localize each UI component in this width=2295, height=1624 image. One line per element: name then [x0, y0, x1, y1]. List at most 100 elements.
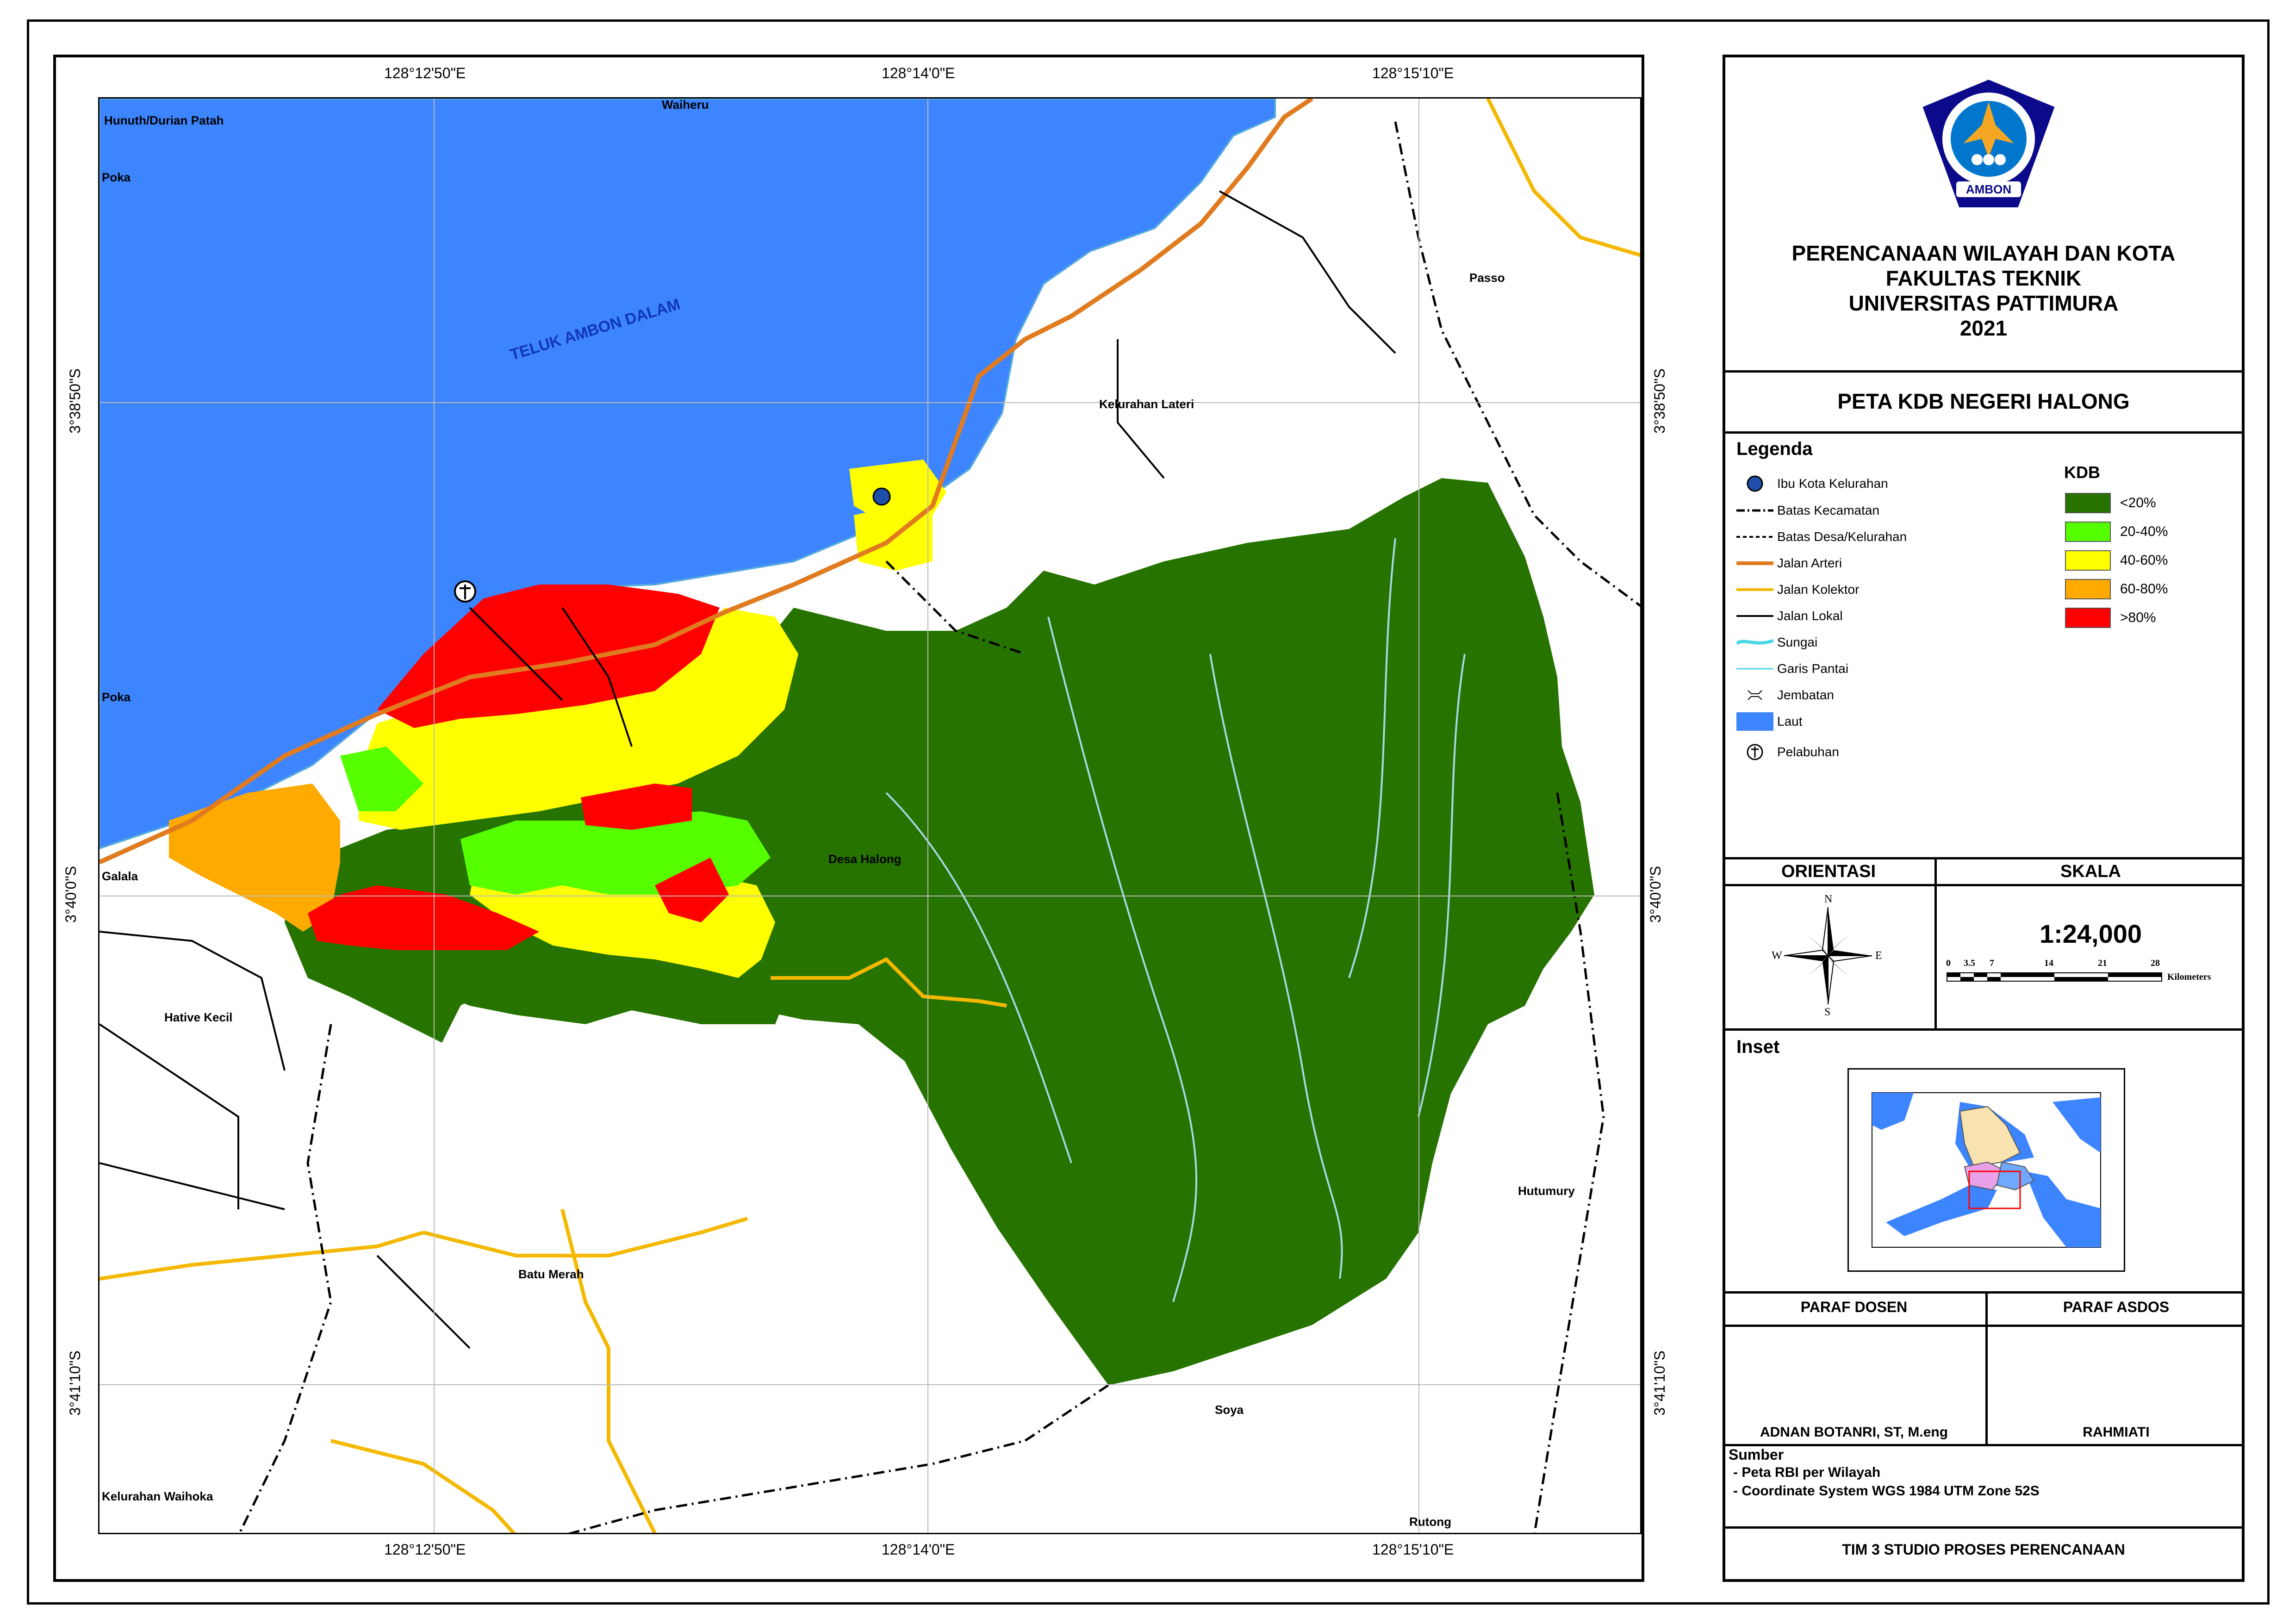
legend-batas-kecamatan: Batas Kecamatan [1777, 503, 1880, 517]
legend-jembatan: Jembatan [1777, 688, 1834, 702]
paraf-asdos-box[interactable] [1990, 1327, 2242, 1420]
legend-pelabuhan: Pelabuhan [1777, 745, 1839, 759]
scale-unit: Kilometers [2167, 972, 2211, 982]
place-label-poka-2: Poka [102, 690, 131, 704]
kdb-swatch-40-60 [2065, 550, 2111, 571]
map-title: PETA KDB NEGERI HALONG [1837, 389, 2130, 413]
legend-jalan-kolektor: Jalan Kolektor [1777, 582, 1860, 597]
coord-left-3: 3°41'10"S [66, 1350, 83, 1416]
coord-left-2: 3°40'0"S [62, 866, 79, 923]
coord-top-3: 128°15'10"E [1372, 65, 1454, 81]
legend-items: Ibu Kota Kelurahan Batas Kecamatan Batas… [1736, 472, 2014, 768]
scale-ratio: 1:24,000 [2039, 919, 2142, 948]
inset-title: Inset [1736, 1037, 1780, 1057]
coord-left-1: 3°38'50"S [66, 368, 83, 434]
source-line-2: - Coordinate System WGS 1984 UTM Zone 52… [1733, 1483, 2040, 1499]
scale-segments [1947, 972, 2162, 982]
scale-title: SKALA [2060, 862, 2121, 881]
scale-tick-1: 3.5 [1964, 958, 1975, 968]
legend-laut: Laut [1777, 714, 1803, 728]
source-line-1: - Peta RBI per Wilayah [1733, 1465, 1881, 1480]
pelabuhan-marker [454, 580, 476, 603]
dosen-name: ADNAN BOTANRI, ST, M.eng [1760, 1425, 1948, 1440]
source-title: Sumber [1729, 1446, 1784, 1463]
inset-map [1847, 1068, 2125, 1272]
map-svg [100, 99, 1640, 1533]
kdb-class-over80-patch [655, 858, 729, 922]
kdb-label-20-40: 20-40% [2120, 524, 2168, 539]
kdb-swatch-60-80 [2065, 579, 2111, 599]
coord-bottom-1: 128°12'50"E [384, 1541, 466, 1558]
coord-right-2: 3°40'0"S [1647, 866, 1664, 923]
place-label-hunuth: Hunuth/Durian Patah [104, 113, 224, 127]
header-line-3: UNIVERSITAS PATTIMURA [1848, 291, 2119, 315]
kdb-swatch-over80 [2065, 608, 2111, 628]
legend-jalan-arteri: Jalan Arteri [1777, 556, 1842, 570]
scale-tick-3: 14 [2044, 958, 2053, 968]
scale-tick-4: 21 [2098, 958, 2107, 968]
place-label-rutong: Rutong [1409, 1515, 1451, 1529]
kdb-label-60-80: 60-80% [2120, 581, 2168, 597]
scale-tick-0: 0 [1946, 958, 1951, 968]
place-label-soya: Soya [1215, 1403, 1244, 1417]
coord-top-1: 128°12'50"E [384, 65, 466, 81]
legend-garis-pantai: Garis Pantai [1777, 661, 1849, 676]
kdb-class-over80 [377, 585, 720, 728]
legend-title: Legenda [1736, 439, 1813, 459]
place-label-hative: Hative Kecil [164, 1010, 233, 1024]
map-frame [53, 55, 1644, 1582]
header-line-1: PERENCANAAN WILAYAH DAN KOTA [1791, 241, 2176, 265]
kdb-class-over80-east [581, 784, 692, 830]
coord-right-1: 3°38'50"S [1651, 368, 1668, 434]
footer-team: TIM 3 STUDIO PROSES PERENCANAAN [1842, 1541, 2125, 1558]
asdos-name: RAHMIATI [2083, 1425, 2150, 1440]
side-panel [1723, 55, 2245, 1582]
kdb-class-20-40-west [340, 747, 423, 811]
kdb-class-60-80 [169, 784, 340, 932]
legend-sungai: Sungai [1777, 635, 1818, 649]
ibu-kota-marker [872, 487, 891, 506]
legend-laut-swatch [1736, 712, 1773, 731]
jalan-kolektor [100, 99, 1640, 1533]
paraf-dosen-box[interactable] [1726, 1327, 1984, 1420]
kdb-class-under20 [285, 478, 1594, 1385]
kdb-legend-title: KDB [2064, 463, 2100, 482]
compass-n: N [1824, 893, 1833, 905]
paraf-dosen-title: PARAF DOSEN [1800, 1299, 1908, 1315]
coord-top-2: 128°14'0"E [882, 65, 955, 81]
compass-w: W [1772, 950, 1782, 962]
legend-jalan-lokal: Jalan Lokal [1777, 609, 1843, 623]
compass-e: E [1875, 950, 1882, 962]
kdb-class-over80-south [308, 885, 539, 950]
outer-border [27, 19, 2270, 1605]
place-label-lateri: Kelurahan Lateri [1099, 397, 1194, 411]
coord-right-3: 3°41'10"S [1651, 1350, 1668, 1416]
kdb-swatch-under20 [2065, 493, 2111, 513]
place-label-poka-1: Poka [102, 170, 131, 184]
place-label-batumerah: Batu Merah [518, 1267, 584, 1281]
place-label-halong: Desa Halong [828, 852, 902, 866]
kdb-label-40-60: 40-60% [2120, 553, 2168, 568]
university-logo: AMBON [1912, 74, 2065, 213]
place-label-galala: Galala [102, 869, 138, 883]
paraf-asdos-title: PARAF ASDOS [2063, 1299, 2170, 1315]
kdb-label-under20: <20% [2120, 495, 2156, 510]
jalan-lokal [100, 190, 1396, 1349]
orientation-title: ORIENTASI [1781, 862, 1876, 881]
kdb-class-40-60-north [849, 460, 946, 524]
place-label-waihoka: Kelurahan Waihoka [102, 1489, 213, 1503]
coord-bottom-2: 128°14'0"E [882, 1541, 955, 1558]
scale-bar: 0 3.5 7 14 21 28 Kilometers [1946, 958, 2242, 995]
legend-ibukota: Ibu Kota Kelurahan [1777, 476, 1888, 491]
scale-tick-5: 28 [2151, 958, 2160, 968]
map-canvas[interactable]: Hunuth/Durian Patah Waiheru Poka TELUK A… [98, 97, 1642, 1534]
coord-bottom-3: 128°15'10"E [1372, 1541, 1454, 1558]
scale-tick-2: 7 [1990, 958, 1994, 968]
kdb-label-over80: >80% [2120, 610, 2156, 625]
compass-s: S [1824, 1006, 1831, 1018]
place-label-passo: Passo [1469, 271, 1505, 285]
kdb-swatch-20-40 [2065, 522, 2111, 542]
header-line-4: 2021 [1959, 316, 2008, 340]
place-label-waiheru: Waiheru [662, 98, 709, 112]
header-line-2: FAKULTAS TEKNIK [1885, 266, 2082, 290]
